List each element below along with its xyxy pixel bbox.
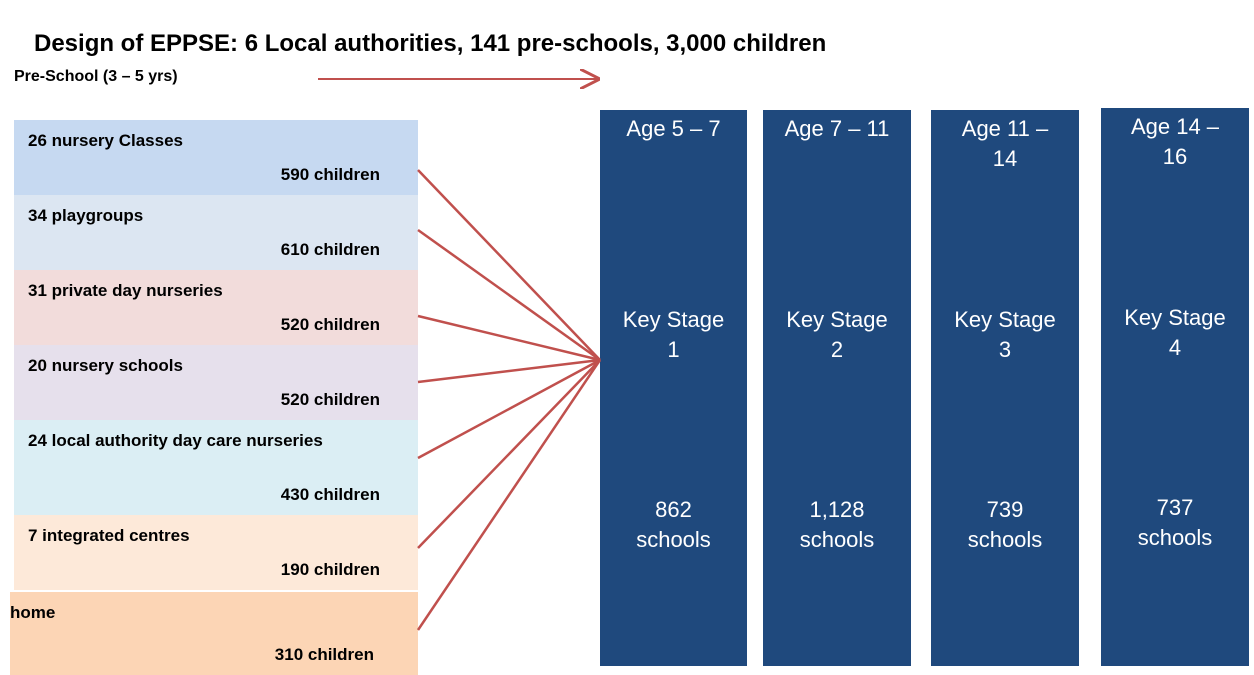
stage-schools: 862 schools <box>636 497 711 552</box>
stage-age: Age 14 – 16 <box>1130 114 1220 169</box>
setting-label: 34 playgroups <box>28 206 144 225</box>
setting-children: 430 children <box>280 485 380 504</box>
setting-box: 31 private day nurseries 520 children <box>14 270 418 345</box>
stage-stage: Key Stage 1 <box>622 307 725 362</box>
stage-schools: 737 schools <box>1137 495 1213 550</box>
stage-schools: 739 schools <box>967 497 1043 552</box>
setting-children: 590 children <box>280 165 380 184</box>
connector <box>417 359 601 549</box>
setting-label: 26 nursery Classes <box>28 131 183 150</box>
stage-stage: Key Stage 3 <box>954 307 1056 362</box>
stage-age: Age 5 – 7 <box>626 116 721 141</box>
stage-column: Age 11 – 14 Key Stage 3 739 schools <box>931 110 1079 666</box>
connector <box>417 314 601 362</box>
stage-column: Age 7 – 11 Key Stage 2 1,128 schools <box>763 110 911 666</box>
setting-box: 7 integrated centres 190 children <box>14 515 418 590</box>
connector <box>417 358 601 384</box>
stage-age: Age 7 – 11 <box>784 116 890 141</box>
setting-children: 310 children <box>274 645 374 664</box>
stage-age: Age 11 – 14 <box>961 116 1049 171</box>
stage-stage: Key Stage 4 <box>1124 305 1226 360</box>
connector <box>417 169 601 361</box>
stage-stage: Key Stage 2 <box>786 307 888 362</box>
setting-label: 31 private day nurseries <box>28 281 223 300</box>
setting-label: home <box>10 603 56 622</box>
connector <box>417 228 601 362</box>
setting-box: 26 nursery Classes 590 children <box>14 120 418 195</box>
setting-label: 20 nursery schools <box>28 356 183 375</box>
stage-column: Age 5 – 7 Key Stage 1 862 schools <box>600 110 747 666</box>
connector <box>416 359 602 631</box>
setting-children: 520 children <box>280 390 380 409</box>
pre-school-label: Pre-School (3 – 5 yrs) <box>14 68 178 85</box>
setting-box: 34 playgroups 610 children <box>14 195 418 270</box>
setting-box: 20 nursery schools 520 children <box>14 345 418 420</box>
title: Design of EPPSE: 6 Local authorities, 14… <box>34 30 827 57</box>
setting-label: 7 integrated centres <box>28 526 190 545</box>
connector <box>417 358 601 460</box>
setting-label: 24 local authority day care nurseries <box>28 431 323 450</box>
stage-column: Age 14 – 16 Key Stage 4 737 schools <box>1101 108 1249 666</box>
setting-children: 190 children <box>280 560 380 579</box>
setting-box: 24 local authority day care nurseries 430… <box>14 420 418 515</box>
setting-box: home 310 children <box>10 592 418 675</box>
setting-children: 520 children <box>280 315 380 334</box>
stage-schools: 1,128 schools <box>799 497 875 552</box>
setting-children: 610 children <box>280 240 380 259</box>
